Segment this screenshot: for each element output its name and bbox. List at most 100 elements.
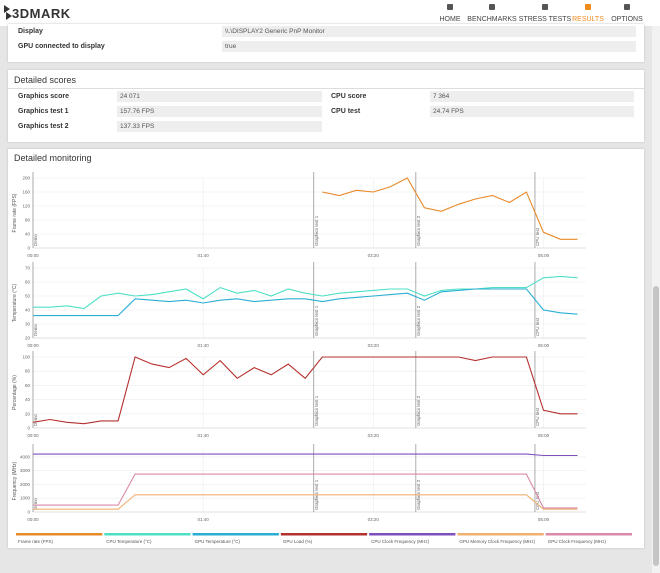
legend-label[interactable]: GPU Clock Frequency (MHz) (548, 539, 607, 544)
scrollbar[interactable] (652, 26, 660, 573)
nav-item[interactable]: BENCHMARKS (467, 16, 517, 23)
series-line (322, 177, 578, 240)
score-value: 137.33 FPS (117, 121, 322, 132)
row-label: GPU connected to display (18, 43, 105, 50)
row-label: Display (18, 28, 43, 35)
score-label: Graphics test 1 (18, 108, 69, 115)
phase-label: Graphics test 2 (416, 215, 421, 246)
x-tick-label: 00:00 (27, 253, 39, 258)
y-tick-label: 160 (22, 190, 30, 195)
x-tick-label: 00:00 (27, 343, 39, 348)
legend-label[interactable]: Frame rate (FPS) (18, 539, 54, 544)
nav-item[interactable]: OPTIONS (611, 16, 643, 23)
legend-swatch[interactable] (104, 533, 191, 536)
y-tick-label: 80 (25, 218, 31, 223)
score-value: 24 071 (117, 91, 322, 102)
legend-swatch[interactable] (16, 533, 103, 536)
series-line (33, 275, 578, 310)
y-tick-label: 20 (25, 336, 31, 341)
phase-label: Graphics test 2 (416, 395, 421, 426)
legend-swatch[interactable] (280, 533, 368, 536)
score-label: CPU test (331, 108, 361, 115)
nav-icon[interactable] (585, 4, 591, 10)
score-label: Graphics score (18, 93, 69, 100)
y-tick-label: 0 (27, 510, 30, 515)
scroll-thumb[interactable] (653, 286, 659, 566)
legend-label[interactable]: CPU Temperature (°C) (106, 539, 152, 544)
y-axis-title: Frame rate (FPS) (12, 193, 18, 232)
legend-label[interactable]: GPU Memory Clock Frequency (MHz) (459, 539, 535, 544)
y-tick-label: 3000 (20, 468, 31, 473)
y-tick-label: 50 (25, 294, 31, 299)
score-label: CPU score (331, 93, 367, 100)
display-panel: Display \\.\DISPLAY2 Generic PnP Monitor… (8, 24, 644, 62)
x-tick-label: 05:00 (538, 433, 550, 438)
legend-swatch[interactable] (457, 533, 544, 536)
phase-label: Graphics test 2 (416, 305, 421, 336)
nav-item[interactable]: RESULTS (572, 16, 604, 23)
phase-label: Graphics test 1 (314, 395, 319, 426)
legend-swatch[interactable] (369, 533, 456, 536)
y-tick-label: 80 (25, 369, 31, 374)
x-tick-label: 05:00 (538, 253, 550, 258)
legend-swatch[interactable] (192, 533, 279, 536)
legend-label[interactable]: GPU Temperature (°C) (195, 539, 241, 544)
y-tick-label: 40 (25, 308, 31, 313)
y-tick-label: 200 (22, 176, 30, 181)
x-tick-label: 05:00 (538, 343, 550, 348)
y-tick-label: 120 (22, 204, 30, 209)
legend-swatch[interactable] (545, 533, 632, 536)
nav-icon[interactable] (624, 4, 630, 10)
nav-icon[interactable] (489, 4, 495, 10)
y-axis-title: Frequency (MHz) (12, 461, 18, 500)
y-axis-title: Temperature (°C) (12, 283, 18, 322)
y-tick-label: 100 (22, 355, 30, 360)
y-axis-title: Percentage (%) (12, 375, 18, 410)
y-tick-label: 0 (27, 426, 30, 431)
x-tick-label: 03:20 (368, 517, 380, 522)
nav-item[interactable]: STRESS TESTS (518, 16, 572, 23)
y-tick-label: 40 (25, 397, 31, 402)
row-value: \\.\DISPLAY2 Generic PnP Monitor (222, 26, 636, 37)
y-tick-label: 4000 (20, 454, 31, 459)
x-tick-label: 00:00 (27, 517, 39, 522)
phase-label: Demo (33, 497, 38, 510)
phase-label: Demo (33, 413, 38, 426)
phase-label: CPU test (535, 317, 540, 336)
panel-title: Detailed scores (14, 75, 77, 85)
legend-label[interactable]: GPU Load (%) (283, 539, 313, 544)
monitoring-panel: Detailed monitoring (8, 149, 644, 548)
nav-icon[interactable] (447, 4, 453, 10)
nav-icon[interactable] (542, 4, 548, 10)
score-value: 7 364 (430, 91, 634, 102)
header: 3DMARK HOME BENCHMARKS STRESS TESTS RESULTS… (0, 0, 660, 26)
x-tick-label: 01:40 (198, 433, 210, 438)
phase-label: Demo (33, 323, 38, 336)
x-tick-label: 00:00 (27, 433, 39, 438)
y-tick-label: 40 (25, 232, 31, 237)
x-tick-label: 03:20 (368, 433, 380, 438)
x-tick-label: 01:40 (198, 253, 210, 258)
divider (8, 88, 644, 89)
y-tick-label: 60 (25, 280, 31, 285)
series-line (33, 494, 578, 510)
y-tick-label: 20 (25, 411, 31, 416)
y-tick-label: 30 (25, 322, 31, 327)
y-tick-label: 1000 (20, 496, 31, 501)
logo-icon (4, 5, 12, 20)
score-value: 24.74 FPS (430, 106, 634, 117)
series-line (33, 473, 578, 509)
panel-title: Detailed monitoring (14, 153, 92, 163)
row-value: true (222, 41, 636, 52)
series-line (33, 288, 578, 317)
score-value: 157.76 FPS (117, 106, 322, 117)
y-tick-label: 2000 (20, 482, 31, 487)
x-tick-label: 01:40 (198, 517, 210, 522)
y-tick-label: 70 (25, 266, 31, 271)
x-tick-label: 05:00 (538, 517, 550, 522)
legend-label[interactable]: CPU Clock Frequency (MHz) (371, 539, 430, 544)
phase-label: CPU test (535, 407, 540, 426)
nav-item[interactable]: HOME (439, 16, 461, 23)
